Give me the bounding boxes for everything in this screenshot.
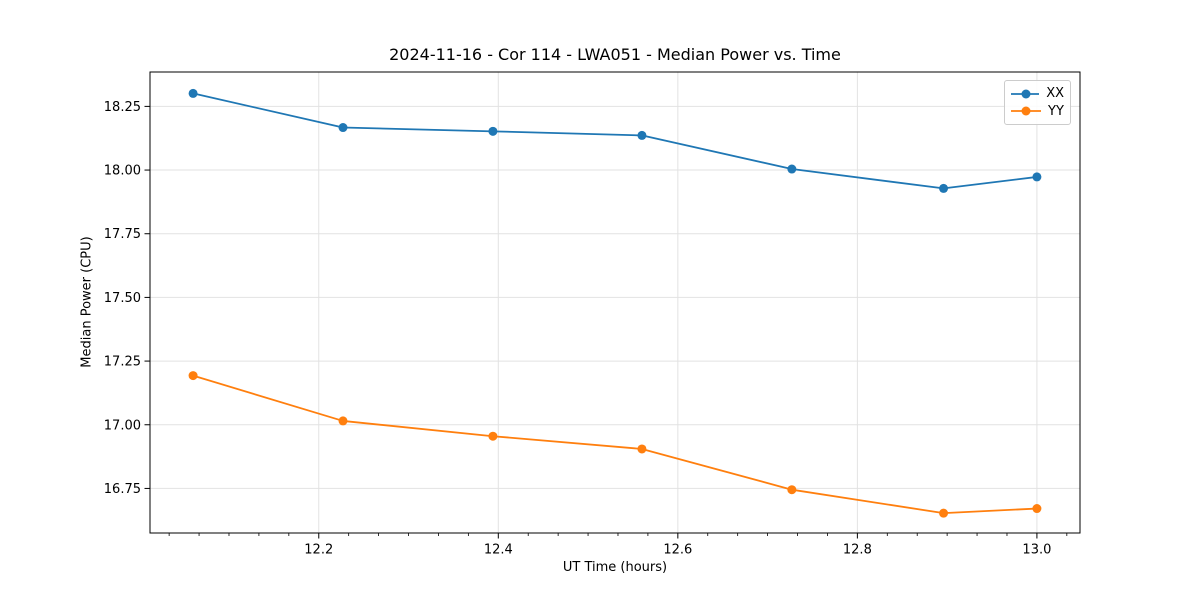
y-tick-label: 18.00 <box>104 164 141 179</box>
series-yy-point <box>338 416 348 426</box>
chart-title: 2024-11-16 - Cor 114 - LWA051 - Median P… <box>389 45 841 64</box>
legend: XX YY <box>1004 80 1071 125</box>
legend-line-sample-icon <box>1011 89 1040 99</box>
series-yy-point <box>787 485 797 495</box>
series-xx-point <box>188 88 198 98</box>
series-yy-point <box>488 431 498 441</box>
legend-item-xx: XX <box>1011 87 1064 100</box>
y-axis-label: Median Power (CPU) <box>79 236 95 368</box>
series-xx-point <box>939 183 949 193</box>
series-xx-point <box>637 130 647 140</box>
series-yy-point <box>188 371 198 381</box>
y-tick-label: 18.25 <box>104 100 141 115</box>
y-tick-label: 17.00 <box>104 418 141 433</box>
y-tick-label: 16.75 <box>104 482 141 497</box>
x-axis-label: UT Time (hours) <box>562 560 668 575</box>
x-tick-label: 12.2 <box>304 543 333 558</box>
series-xx-point <box>787 164 797 174</box>
series-yy-point <box>637 444 647 454</box>
y-tick-label: 17.25 <box>104 355 141 370</box>
series-xx-line <box>192 92 1038 190</box>
series-xx-point <box>488 126 498 136</box>
x-tick-label: 12.8 <box>843 543 872 558</box>
legend-label: YY <box>1048 103 1064 119</box>
x-tick-label: 13.0 <box>1022 543 1051 558</box>
y-tick-label: 17.50 <box>104 291 141 306</box>
x-tick-label: 12.4 <box>484 543 513 558</box>
series-xx-point <box>1032 172 1042 182</box>
legend-line-sample-icon <box>1011 106 1041 116</box>
legend-label: XX <box>1046 86 1064 102</box>
series-yy-point <box>1032 504 1042 514</box>
series-yy-point <box>939 508 949 518</box>
y-tick-label: 17.75 <box>104 227 141 242</box>
plot-border <box>149 71 1081 534</box>
legend-item-yy: YY <box>1011 105 1064 118</box>
series-xx-point <box>338 123 348 133</box>
series-yy-line <box>192 374 1037 515</box>
x-tick-label: 12.6 <box>663 543 692 558</box>
